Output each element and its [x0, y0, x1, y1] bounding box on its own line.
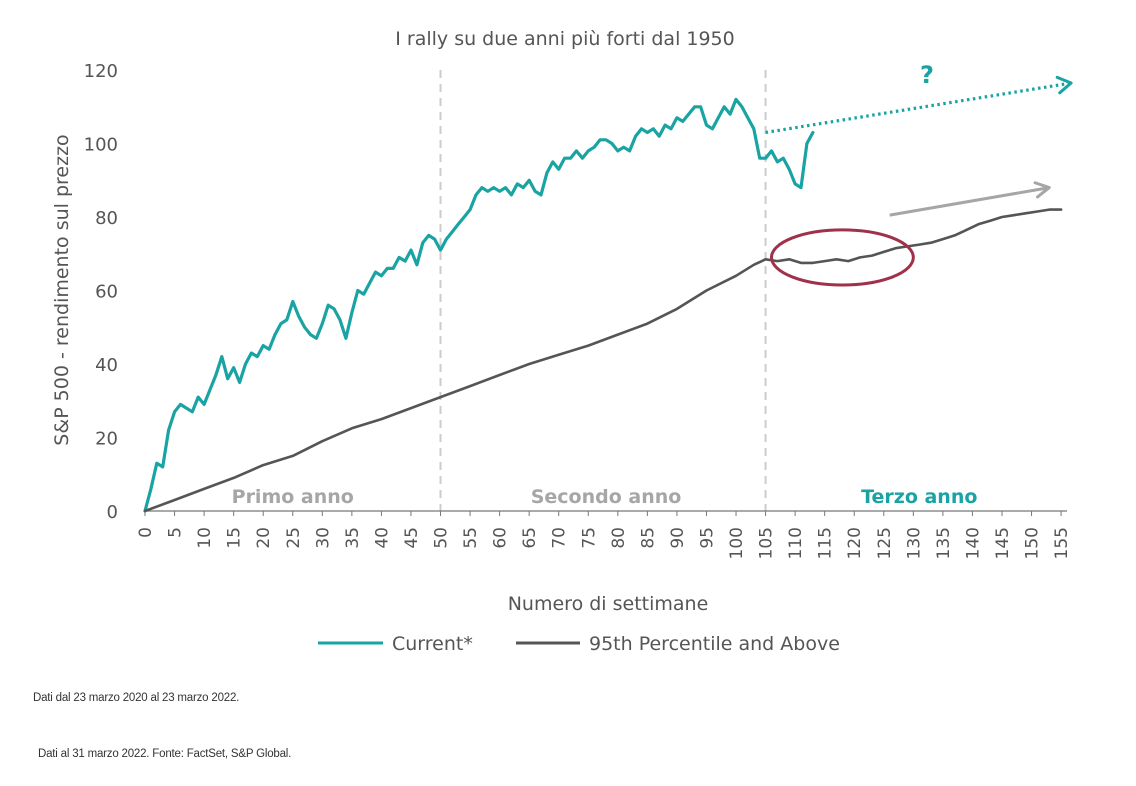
y-tick-label: 40	[95, 355, 118, 376]
period-label: Terzo anno	[861, 486, 977, 508]
x-tick-label: 55	[461, 527, 481, 549]
x-tick-label: 100	[727, 527, 747, 559]
legend-label-current: Current*	[392, 633, 473, 655]
x-tick-label: 155	[1052, 527, 1072, 559]
x-tick-label: 145	[993, 527, 1013, 559]
series-line-current	[143, 97, 815, 513]
period-labels: Primo anno Secondo anno Terzo anno	[232, 486, 978, 508]
projection-arrowhead-current	[1055, 75, 1073, 95]
y-tick-label: 100	[84, 135, 118, 156]
x-tick-label: 120	[845, 527, 865, 559]
x-tick-label: 60	[491, 527, 511, 549]
chart-title: I rally su due anni più forti dal 1950	[395, 28, 735, 50]
x-tick-label: 135	[934, 527, 954, 559]
annotations: ?	[765, 61, 1073, 287]
y-tick-label: 0	[107, 502, 118, 523]
x-tick-label: 10	[195, 527, 215, 549]
x-tick-label: 30	[313, 527, 333, 549]
x-tick-label: 85	[638, 527, 658, 549]
x-tick-label: 50	[432, 527, 452, 549]
x-tick-label: 130	[904, 527, 924, 559]
legend: Current* 95th Percentile and Above	[318, 633, 840, 655]
legend-label-percentile: 95th Percentile and Above	[589, 633, 840, 655]
highlight-ellipse	[769, 228, 915, 287]
divider-lines	[439, 70, 767, 511]
x-tick-label: 20	[254, 527, 274, 549]
y-tick-label: 80	[95, 208, 118, 229]
projection-line-current	[765, 81, 1072, 135]
y-axis-ticks: 0 20 40 60 80 100 120	[84, 61, 118, 523]
x-tick-label: 40	[372, 527, 392, 549]
x-tick-label: 0	[136, 527, 156, 538]
x-tick-label: 125	[875, 527, 895, 559]
x-tick-label: 35	[343, 527, 363, 549]
series-line-95th-percentile	[143, 208, 1063, 513]
x-tick-label: 70	[550, 527, 570, 549]
x-tick-label: 65	[520, 527, 540, 549]
y-axis-label: S&P 500 - rendimento sul prezzo	[51, 134, 73, 445]
line-chart: I rally su due anni più forti dal 1950 0…	[51, 28, 1073, 655]
projection-line-percentile	[889, 186, 1050, 217]
period-label: Secondo anno	[531, 486, 682, 508]
x-axis-ticks: 0 5 10 15 20 25 30 35 40 45 50 55 60 65 70 75 80 85 90 95 10…	[136, 511, 1072, 559]
x-tick-label: 75	[579, 527, 599, 549]
x-tick-label: 150	[1023, 527, 1043, 559]
x-tick-label: 5	[166, 527, 186, 538]
x-tick-label: 110	[786, 527, 806, 559]
footnote-source: Dati al 31 marzo 2022. Fonte: FactSet, S…	[38, 748, 292, 760]
x-tick-label: 115	[816, 527, 836, 559]
x-axis-label: Numero di settimane	[508, 593, 709, 615]
y-tick-label: 20	[95, 429, 118, 450]
period-label: Primo anno	[232, 486, 354, 508]
x-tick-label: 90	[668, 527, 688, 549]
x-tick-label: 95	[697, 527, 717, 549]
footnote-date-range: Dati dal 23 marzo 2020 al 23 marzo 2022.	[33, 692, 240, 704]
question-mark-annotation: ?	[920, 61, 934, 89]
y-tick-label: 120	[84, 61, 118, 82]
x-tick-label: 105	[757, 527, 777, 559]
x-tick-label: 140	[963, 527, 983, 559]
x-tick-label: 15	[225, 527, 245, 549]
x-tick-label: 45	[402, 527, 422, 549]
x-tick-label: 80	[609, 527, 629, 549]
x-tick-label: 25	[284, 527, 304, 549]
projection-arrowhead-percentile	[1033, 181, 1051, 199]
y-tick-label: 60	[95, 282, 118, 303]
series-lines	[143, 97, 1063, 513]
